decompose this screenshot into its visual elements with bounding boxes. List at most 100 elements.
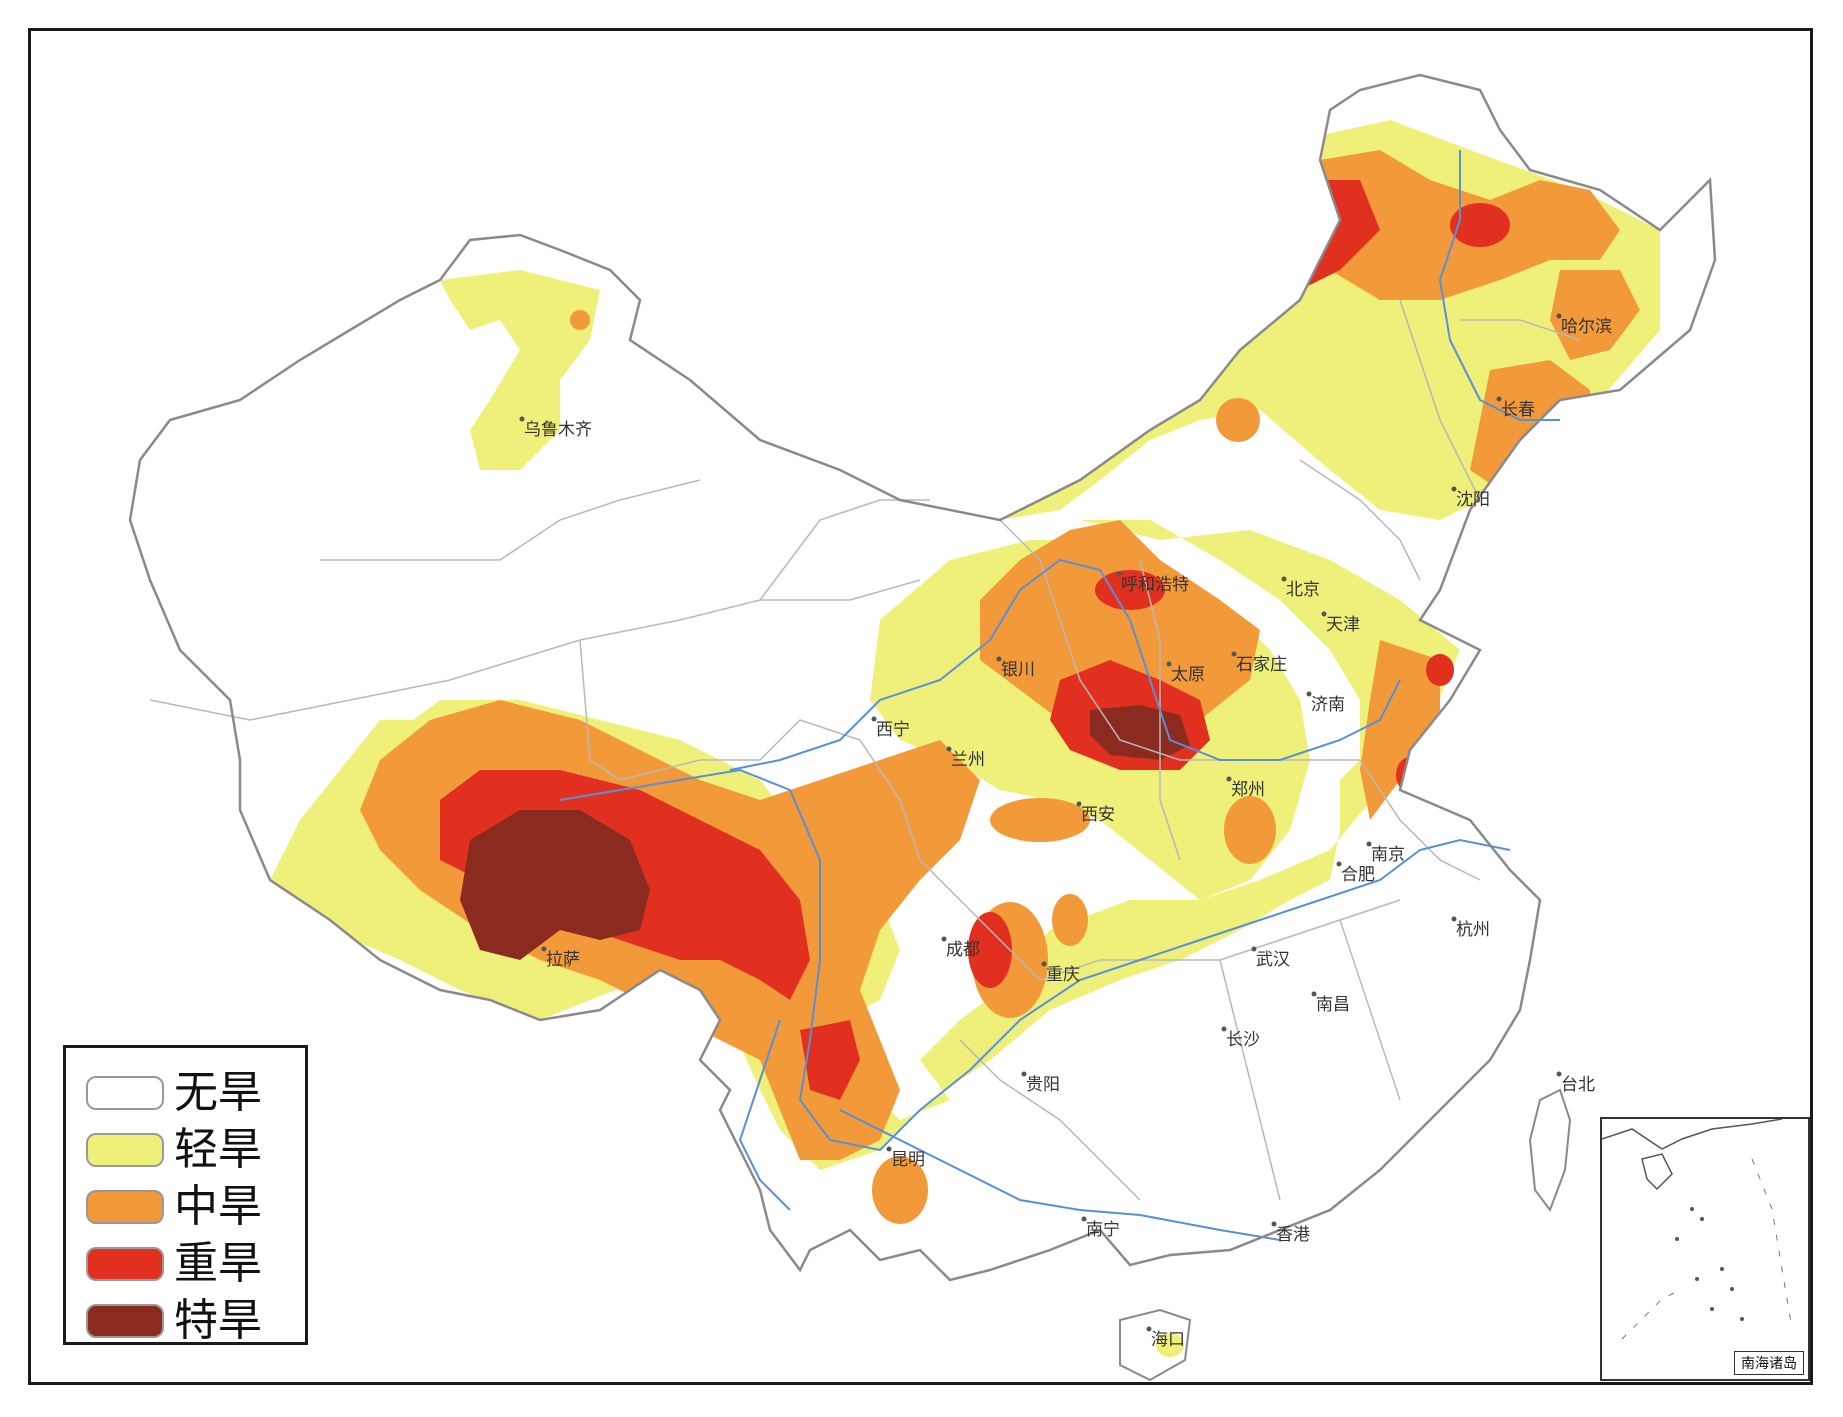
- city-marker-icon: [1166, 661, 1172, 667]
- legend-item-extreme: 特旱: [86, 1292, 305, 1349]
- city-label: 太原: [1171, 665, 1205, 685]
- taiwan-island: [1528, 1088, 1572, 1213]
- legend-item-none: 无旱: [86, 1064, 305, 1121]
- hainan-drought-patch: [1156, 1333, 1184, 1357]
- city-label: 石家庄: [1236, 655, 1287, 675]
- city-shenyang: 沈阳: [1451, 486, 1490, 510]
- legend-label: 重旱: [174, 1237, 262, 1289]
- city-label: 呼和浩特: [1121, 575, 1189, 595]
- city-kunming: 昆明: [886, 1146, 925, 1170]
- rivers: [559, 150, 1560, 1241]
- legend-item-light: 轻旱: [86, 1121, 305, 1178]
- legend-label: 特旱: [174, 1294, 262, 1346]
- city-marker-icon: [1366, 841, 1372, 847]
- city-lanzhou: 兰州: [946, 746, 985, 770]
- city-yinchuan: 银川: [996, 656, 1035, 680]
- province-boundaries: [149, 299, 1581, 1201]
- city-jinan: 济南: [1306, 691, 1345, 715]
- city-label: 拉萨: [546, 950, 580, 970]
- city-nanning: 南宁: [1081, 1216, 1120, 1240]
- city-marker-icon: [519, 416, 525, 422]
- city-xining: 西宁: [871, 716, 910, 740]
- city-shijiazhuang: 石家庄: [1231, 651, 1287, 675]
- band-extreme: [460, 705, 1190, 960]
- city-marker-icon: [541, 946, 547, 952]
- city-chengdu: 成都: [941, 936, 980, 960]
- city-label: 西安: [1081, 805, 1115, 825]
- city-marker-icon: [1041, 961, 1047, 967]
- city-marker-icon: [946, 746, 952, 752]
- city-marker-icon: [1281, 576, 1287, 582]
- city-marker-icon: [1556, 1071, 1562, 1077]
- city-label: 长春: [1501, 400, 1535, 420]
- city-marker-icon: [1251, 946, 1257, 952]
- city-label: 济南: [1311, 695, 1345, 715]
- city-taibei: 台北: [1556, 1071, 1595, 1095]
- city-marker-icon: [871, 716, 877, 722]
- city-marker-icon: [1451, 916, 1457, 922]
- city-marker-icon: [1451, 486, 1457, 492]
- city-label: 南昌: [1316, 995, 1350, 1015]
- city-marker-icon: [1221, 1026, 1227, 1032]
- city-label: 南京: [1371, 845, 1405, 865]
- city-lasa: 拉萨: [541, 946, 580, 970]
- city-nanchang: 南昌: [1311, 991, 1350, 1015]
- city-marker-icon: [1336, 861, 1342, 867]
- islands: [1119, 1088, 1572, 1382]
- city-wulumuqi: 乌鲁木齐: [519, 416, 592, 440]
- drought-bands: [270, 120, 1660, 1224]
- city-label: 兰州: [951, 750, 985, 770]
- city-label: 香港: [1276, 1225, 1310, 1245]
- city-label: 贵阳: [1026, 1075, 1060, 1095]
- city-label: 哈尔滨: [1561, 317, 1612, 337]
- city-label: 西宁: [876, 720, 910, 740]
- inset-map: [1601, 1118, 1793, 1340]
- city-wuhan: 武汉: [1251, 946, 1290, 970]
- city-marker-icon: [1021, 1071, 1027, 1077]
- city-label: 沈阳: [1456, 490, 1490, 510]
- city-label: 南宁: [1086, 1220, 1120, 1240]
- city-label: 合肥: [1341, 865, 1375, 885]
- city-label: 昆明: [891, 1150, 925, 1170]
- city-label: 成都: [946, 940, 980, 960]
- legend-swatch: [86, 1132, 164, 1167]
- city-guiyang: 贵阳: [1021, 1071, 1060, 1095]
- city-changsha: 长沙: [1221, 1026, 1260, 1050]
- city-marker-icon: [1306, 691, 1312, 697]
- city-label: 北京: [1286, 580, 1320, 600]
- city-marker-icon: [1081, 1216, 1087, 1222]
- city-marker-icon: [1321, 611, 1327, 617]
- legend-item-moderate: 中旱: [86, 1178, 305, 1235]
- city-marker-icon: [1076, 801, 1082, 807]
- city-label: 长沙: [1226, 1030, 1260, 1050]
- city-marker-icon: [941, 936, 947, 942]
- city-label: 郑州: [1231, 780, 1265, 800]
- legend-swatch: [86, 1075, 164, 1110]
- legend-label: 中旱: [174, 1180, 262, 1232]
- city-marker-icon: [1231, 651, 1237, 657]
- city-label: 银川: [1001, 660, 1035, 680]
- city-marker-icon: [1556, 313, 1562, 319]
- city-hefei: 合肥: [1336, 861, 1375, 885]
- city-xian: 西安: [1076, 801, 1115, 825]
- city-label: 武汉: [1256, 950, 1290, 970]
- city-nanjing: 南京: [1366, 841, 1405, 865]
- city-haerbin: 哈尔滨: [1556, 313, 1612, 337]
- city-marker-icon: [886, 1146, 892, 1152]
- city-taiyuan: 太原: [1166, 661, 1205, 685]
- city-label: 重庆: [1046, 965, 1080, 985]
- city-marker-icon: [1116, 571, 1122, 577]
- city-marker-icon: [1311, 991, 1317, 997]
- hainan-island: [1119, 1308, 1192, 1382]
- city-marker-icon: [1226, 776, 1232, 782]
- inset-caption: 南海诸岛: [1734, 1351, 1804, 1375]
- city-marker-icon: [1146, 1326, 1152, 1332]
- legend-item-severe: 重旱: [86, 1235, 305, 1292]
- legend-swatch: [86, 1189, 164, 1224]
- city-tianjin: 天津: [1321, 611, 1360, 635]
- city-marker-icon: [996, 656, 1002, 662]
- city-label: 天津: [1326, 615, 1360, 635]
- city-label: 台北: [1561, 1075, 1595, 1095]
